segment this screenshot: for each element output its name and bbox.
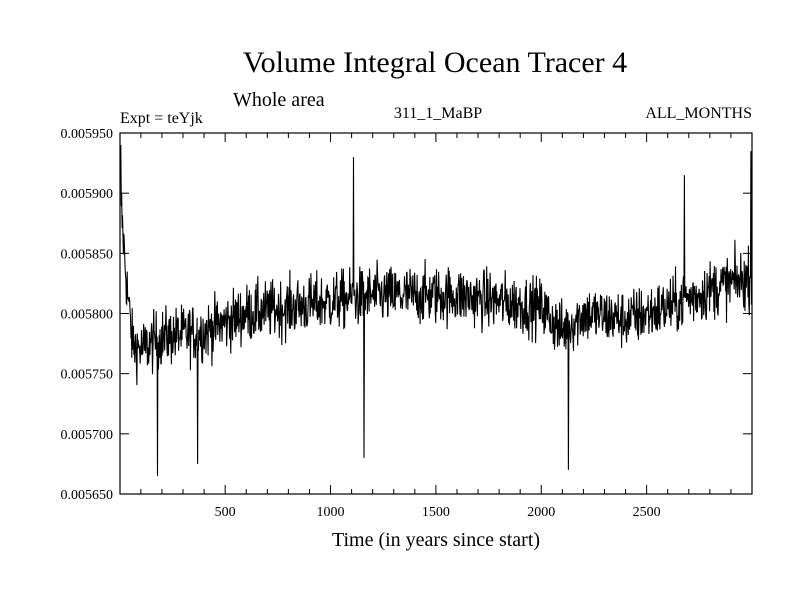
chart-subtitle: Whole area [233,89,325,111]
y-tick-label: 0.005750 [61,368,114,383]
y-tick-label: 0.005950 [61,127,114,142]
x-tick-label: 1500 [422,505,450,520]
y-tick-label: 0.005800 [61,308,114,323]
y-tick-label: 0.005900 [61,187,114,202]
x-axis: 500 1000 1500 2000 2500 [140,133,732,520]
plot-frame [119,132,753,495]
x-tick-label: 2500 [633,505,661,520]
months-label: ALL_MONTHS [645,105,752,122]
series-line [119,144,753,476]
x-tick-label: 2000 [527,505,555,520]
run-label: 311_1_MaBP [394,105,482,122]
x-tick-label: 500 [215,505,236,520]
x-tick-label: 1000 [317,505,345,520]
y-tick-label: 0.005700 [61,428,114,443]
x-axis-label: Time (in years since start) [332,529,540,551]
expt-label: Expt = teYjk [120,110,203,127]
y-tick-label: 0.005850 [61,247,114,262]
chart-title: Volume Integral Ocean Tracer 4 [243,46,627,79]
y-tick-label: 0.005650 [61,488,114,503]
